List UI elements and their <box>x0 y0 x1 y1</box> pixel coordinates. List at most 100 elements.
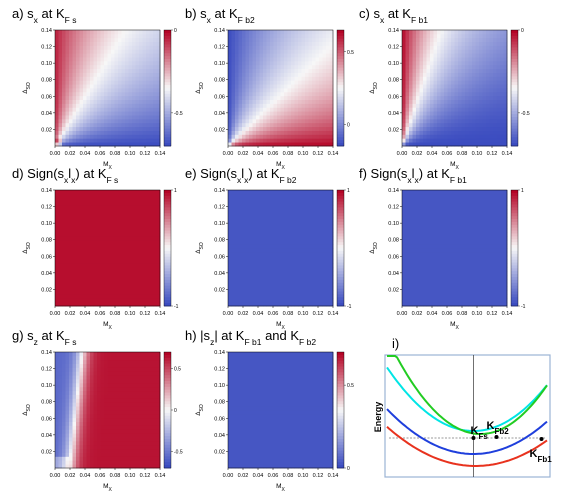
heatmap-cell <box>156 142 161 147</box>
heatmap-cell <box>65 251 70 257</box>
heatmap-cell <box>270 134 274 139</box>
heatmap-cell <box>465 33 469 39</box>
heatmap-cell <box>447 57 452 62</box>
heatmap-cell <box>65 99 70 104</box>
heatmap-cell <box>329 220 334 226</box>
heatmap-cell <box>273 263 278 268</box>
heatmap-cell <box>291 275 295 280</box>
heatmap-cell <box>235 142 239 147</box>
y-tick-label: 0.02 <box>41 287 52 293</box>
heatmap-cell <box>287 236 292 241</box>
heatmap-cell <box>486 134 490 139</box>
heatmap-cell <box>55 80 59 85</box>
heatmap-cell <box>83 263 87 268</box>
heatmap-cell <box>326 259 330 264</box>
heatmap-cell <box>322 201 327 206</box>
heatmap-cell <box>107 278 112 284</box>
heatmap-cell <box>104 64 108 70</box>
heatmap-cell <box>125 224 129 230</box>
heatmap-cell <box>475 84 480 89</box>
x-tick-label: 0.06 <box>95 151 106 157</box>
heatmap-cell <box>156 99 161 104</box>
heatmap-cell <box>301 64 306 70</box>
heatmap-cell <box>153 228 157 233</box>
heatmap-cell <box>329 107 334 112</box>
heatmap-cell <box>58 190 63 195</box>
heatmap-cell <box>496 103 501 108</box>
heatmap-cell <box>305 302 309 307</box>
heatmap-cell <box>79 259 84 264</box>
heatmap-cell <box>231 126 236 131</box>
heatmap-cell <box>312 88 316 93</box>
heatmap-cell <box>156 228 161 233</box>
heatmap-cell <box>107 255 112 260</box>
heatmap-cell <box>301 115 306 120</box>
heatmap-cell <box>287 30 292 35</box>
heatmap-cell <box>128 278 133 284</box>
heatmap-cell <box>479 118 483 124</box>
heatmap-cell <box>444 95 448 100</box>
colorbar-segment <box>164 285 171 289</box>
heatmap-cell <box>416 68 420 73</box>
heatmap-cell <box>111 99 115 104</box>
heatmap-cell <box>62 111 66 116</box>
heatmap-cell <box>76 53 80 58</box>
heatmap-cell <box>291 302 295 307</box>
heatmap-cell <box>252 290 257 295</box>
heatmap-cell <box>409 130 413 135</box>
heatmap-cell <box>55 286 59 291</box>
heatmap-cell <box>308 41 313 46</box>
heatmap-cell <box>430 64 434 70</box>
heatmap-cell <box>409 118 413 124</box>
heatmap-cell <box>156 122 161 128</box>
heatmap-cell <box>263 64 267 70</box>
heatmap-cell <box>326 302 330 307</box>
colorbar-segment <box>337 288 344 292</box>
heatmap-cell <box>100 115 105 120</box>
heatmap-cell <box>121 278 126 284</box>
heatmap-cell <box>93 84 98 89</box>
heatmap-cell <box>277 80 281 85</box>
heatmap-cell <box>326 68 330 73</box>
heatmap-cell <box>153 290 157 295</box>
heatmap-cell <box>305 213 309 218</box>
heatmap-cell <box>319 217 323 222</box>
heatmap-cell <box>500 126 504 131</box>
colorbar-segment <box>337 93 344 98</box>
heatmap-cell <box>242 126 246 131</box>
heatmap-cell <box>132 37 136 42</box>
heatmap-cell <box>128 228 133 233</box>
heatmap-cell <box>273 45 278 50</box>
heatmap-cell <box>405 217 410 222</box>
heatmap-cell <box>58 41 63 46</box>
heatmap-cell <box>493 49 497 54</box>
heatmap-cell <box>76 271 80 276</box>
heatmap-cell <box>69 282 73 288</box>
heatmap-cell <box>273 201 278 206</box>
heatmap-cell <box>83 60 87 66</box>
x-tick-label: 0.10 <box>298 151 309 157</box>
colorbar-segment <box>337 216 344 220</box>
heatmap-cell <box>419 49 424 54</box>
heatmap-cell <box>472 72 476 77</box>
heatmap-cell <box>468 41 473 46</box>
heatmap-cell <box>228 248 232 253</box>
heatmap-cell <box>153 224 157 230</box>
heatmap-cell <box>125 251 129 257</box>
heatmap-cell <box>301 142 306 147</box>
heatmap-cell <box>322 99 327 104</box>
heatmap-cell <box>139 99 143 104</box>
heatmap-cell <box>298 138 302 143</box>
heatmap-cell <box>100 190 105 195</box>
heatmap-cell <box>62 142 66 147</box>
colorbar-segment <box>164 204 171 208</box>
heatmap-cell <box>231 232 236 237</box>
heatmap-cell <box>72 57 77 62</box>
heatmap-cell <box>79 80 84 85</box>
heatmap-cell <box>72 134 77 139</box>
heatmap-cell <box>97 213 101 218</box>
heatmap-cell <box>83 236 87 241</box>
heatmap-cell <box>93 142 98 147</box>
heatmap-cell <box>301 72 306 77</box>
heatmap-cell <box>231 282 236 288</box>
